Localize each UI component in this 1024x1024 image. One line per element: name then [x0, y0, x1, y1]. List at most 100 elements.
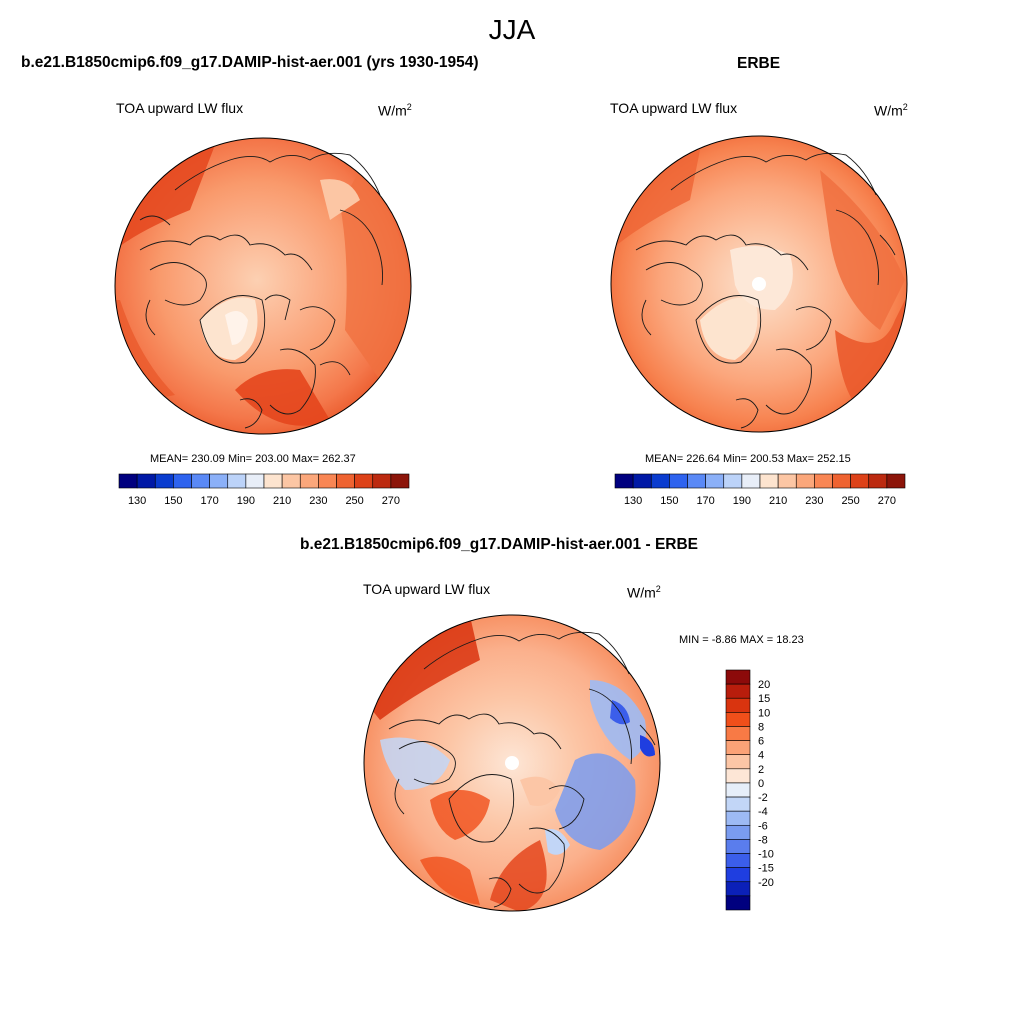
map-3-pole-gap [505, 756, 519, 770]
map-2-pole-gap [752, 277, 766, 291]
colorbar-3-tick-label: 10 [758, 707, 770, 719]
colorbar-2-box [723, 473, 743, 489]
colorbar-2-tick-label: 230 [805, 495, 823, 507]
map-3-coastlines [388, 631, 656, 908]
colorbar-3-tick-label: -20 [758, 877, 774, 889]
colorbar-3-box [725, 810, 751, 826]
colorbar-1-box [354, 473, 374, 489]
colorbar-1-tick-label: 230 [309, 495, 327, 507]
map-3-polar-plot [363, 614, 661, 912]
colorbar-2-tick-label: 250 [841, 495, 859, 507]
colorbar-1-box [263, 473, 283, 489]
colorbar-3-box [725, 782, 751, 798]
colorbar-3-box [725, 683, 751, 699]
panel-2-title: ERBE [737, 55, 781, 72]
colorbar-1-box [372, 473, 392, 489]
colorbar-3-box [725, 853, 751, 868]
colorbar-3-tick-label: 6 [758, 736, 764, 748]
colorbar-3-tick-label: -15 [758, 863, 774, 875]
panel-2-stats: MEAN= 226.64 Min= 200.53 Max= 252.15 [645, 453, 851, 465]
colorbar-2-box [687, 473, 706, 489]
panel-3-variable-label: TOA upward LW flux [363, 581, 491, 597]
colorbar-2-tick-label: 190 [733, 495, 751, 507]
colorbar-2-box [632, 473, 652, 489]
colorbar-2-box [741, 473, 761, 489]
colorbar-2: 130 150 170 190 210 230 250 270 [614, 473, 906, 507]
colorbar-1-tick-label: 250 [345, 495, 363, 507]
colorbar-2-tick-label: 170 [696, 495, 714, 507]
colorbar-3-tick-label: -10 [758, 849, 774, 861]
colorbar-3-box [725, 726, 751, 741]
map-1-coastlines [139, 152, 383, 429]
colorbar-2-box [850, 473, 870, 489]
colorbar-1-box [136, 473, 156, 489]
colorbar-3-tick-label: -6 [758, 820, 768, 832]
colorbar-2-box [832, 473, 851, 489]
colorbar-3-box [725, 712, 751, 727]
colorbar-1-box [191, 473, 210, 489]
colorbar-1-box [390, 473, 410, 489]
colorbar-3-box [725, 824, 751, 840]
map-2-coastlines [635, 152, 896, 429]
colorbar-2-tick-label: 150 [660, 495, 678, 507]
figure-title: JJA [488, 14, 536, 45]
colorbar-1-tick-label: 150 [164, 495, 182, 507]
colorbar-3-tick-label: 0 [758, 778, 764, 790]
colorbar-3-box [725, 768, 751, 784]
colorbar-1-box [209, 473, 229, 489]
colorbar-2-box [650, 473, 670, 489]
panel-1-variable-label: TOA upward LW flux [116, 100, 244, 116]
colorbar-3-box [725, 796, 751, 812]
colorbar-2-box [868, 473, 888, 489]
colorbar-3-box [725, 697, 751, 713]
colorbar-1-box [227, 473, 247, 489]
colorbar-2-box [705, 473, 725, 489]
colorbar-1-box [173, 473, 192, 489]
colorbar-3-tick-label: 4 [758, 750, 764, 762]
colorbar-1-tick-label: 130 [128, 495, 146, 507]
panel-1-units: W/m2 [378, 102, 412, 119]
colorbar-2-box [795, 473, 815, 489]
colorbar-2-box [759, 473, 779, 489]
colorbar-1-tick-label: 270 [382, 495, 400, 507]
map-2-polar-plot [610, 135, 908, 433]
colorbar-2-tick-label: 270 [878, 495, 896, 507]
colorbar-1-box [281, 473, 301, 489]
colorbar-3-box [725, 881, 751, 897]
panel-3-stats: MIN = -8.86 MAX = 18.23 [679, 634, 804, 646]
colorbar-2-box [777, 473, 797, 489]
map-1-polar-plot [114, 137, 412, 435]
colorbar-1-tick-label: 190 [237, 495, 255, 507]
colorbar-3-tick-label: -2 [758, 792, 768, 804]
panel-2-units: W/m2 [874, 102, 908, 119]
colorbar-3-box [725, 867, 751, 883]
panel-2-variable-label: TOA upward LW flux [610, 100, 738, 116]
colorbar-1-box [318, 473, 337, 489]
colorbar-2-box [669, 473, 688, 489]
colorbar-3-tick-label: -4 [758, 806, 768, 818]
colorbar-1: 130 150 170 190 210 230 250 270 [118, 473, 410, 507]
colorbar-1-tick-label: 170 [200, 495, 218, 507]
colorbar-3-tick-label: 2 [758, 764, 764, 776]
colorbar-3-box [725, 669, 751, 685]
colorbar-3-tick-label: 20 [758, 679, 770, 691]
colorbar-3-box [725, 839, 751, 854]
colorbar-2-box [614, 473, 634, 489]
colorbar-3-box [725, 740, 751, 756]
colorbar-3-tick-label: 8 [758, 721, 764, 733]
colorbar-2-box [814, 473, 833, 489]
colorbar-3-tick-label: 15 [758, 693, 770, 705]
colorbar-2-tick-label: 210 [769, 495, 787, 507]
colorbar-1-box [336, 473, 355, 489]
colorbar-1-tick-label: 210 [273, 495, 291, 507]
colorbar-2-tick-label: 130 [624, 495, 642, 507]
colorbar-1-box [299, 473, 319, 489]
colorbar-1-box [154, 473, 174, 489]
panel-3-units: W/m2 [627, 584, 661, 601]
colorbar-2-box [886, 473, 906, 489]
colorbar-1-box [245, 473, 265, 489]
panel-3-title: b.e21.B1850cmip6.f09_g17.DAMIP-hist-aer.… [300, 536, 699, 553]
colorbar-3-box [725, 754, 751, 770]
panel-1-title: b.e21.B1850cmip6.f09_g17.DAMIP-hist-aer.… [21, 54, 479, 71]
